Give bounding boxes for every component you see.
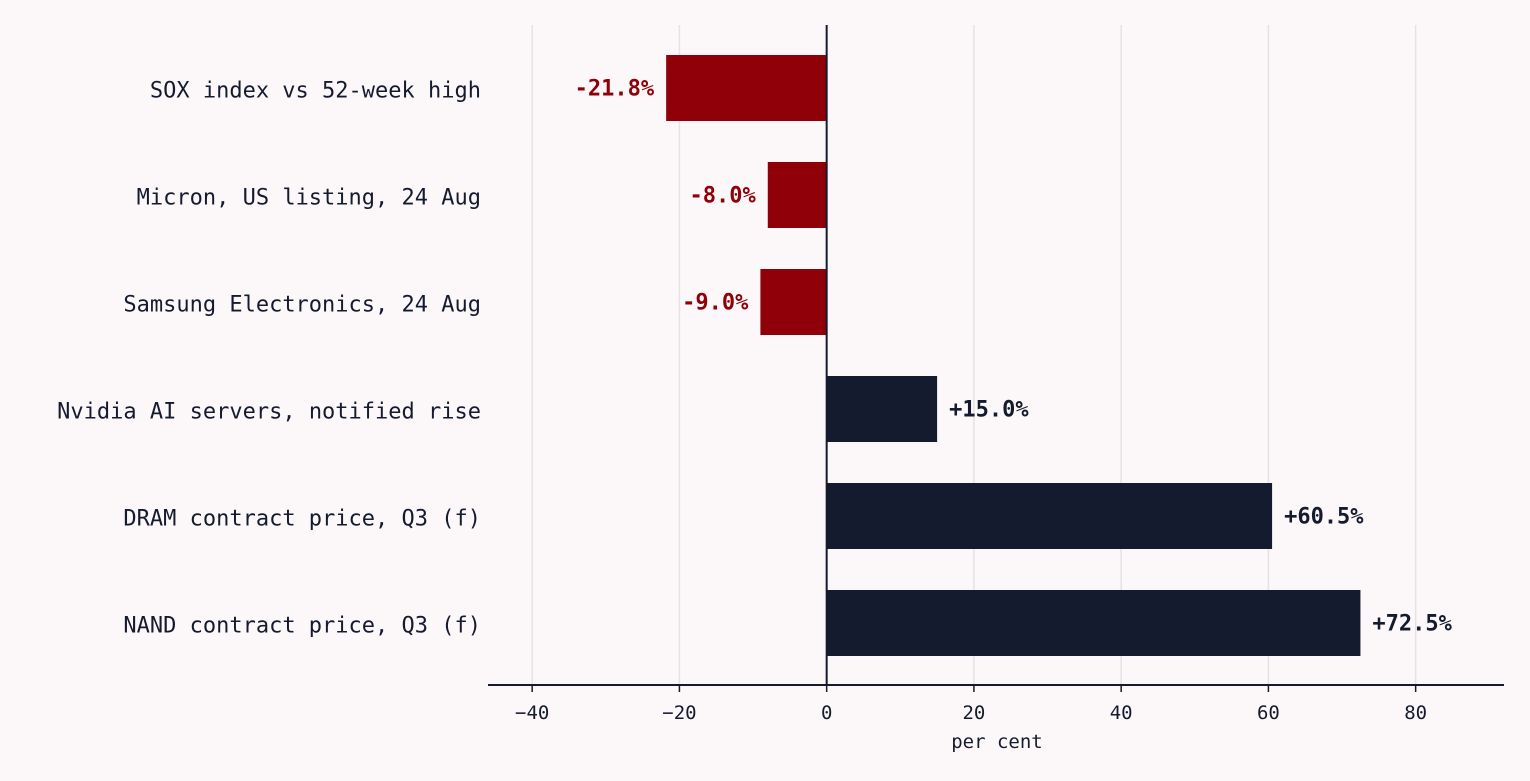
category-label: Nvidia AI servers, notified rise bbox=[57, 400, 481, 425]
x-tick-label: 20 bbox=[962, 702, 985, 724]
category-label: Samsung Electronics, 24 Aug bbox=[123, 293, 481, 318]
value-label: -21.8% bbox=[575, 77, 655, 102]
bars bbox=[666, 55, 1361, 656]
category-labels: SOX index vs 52-week high Micron, US list… bbox=[57, 79, 481, 639]
value-label: +15.0% bbox=[949, 398, 1029, 423]
bar bbox=[826, 483, 1273, 549]
x-tick-label: 80 bbox=[1404, 702, 1427, 724]
category-label: NAND contract price, Q3 (f) bbox=[123, 614, 481, 639]
category-label: DRAM contract price, Q3 (f) bbox=[123, 507, 481, 532]
value-label: -8.0% bbox=[690, 184, 757, 209]
value-label: -9.0% bbox=[682, 291, 749, 316]
value-label: +60.5% bbox=[1284, 505, 1364, 530]
grid-lines bbox=[531, 25, 1417, 685]
x-tick-label: −40 bbox=[515, 702, 549, 724]
x-tick-label: 0 bbox=[821, 702, 832, 724]
category-label: Micron, US listing, 24 Aug bbox=[137, 186, 481, 211]
bar bbox=[767, 162, 827, 228]
value-labels: -21.8% -8.0% -9.0% +15.0% +60.5% +72.5% bbox=[575, 77, 1453, 637]
value-label: +72.5% bbox=[1372, 612, 1452, 637]
x-axis: −40 −20 0 20 40 60 80 bbox=[488, 25, 1504, 724]
x-tick-label: 40 bbox=[1110, 702, 1133, 724]
bar bbox=[826, 590, 1361, 656]
x-tick-label: −20 bbox=[662, 702, 696, 724]
bar bbox=[760, 269, 827, 335]
bar bbox=[826, 376, 938, 442]
category-label: SOX index vs 52-week high bbox=[150, 79, 481, 104]
x-tick-label: 60 bbox=[1257, 702, 1280, 724]
bar bbox=[666, 55, 827, 121]
x-axis-title: per cent bbox=[951, 731, 1043, 753]
